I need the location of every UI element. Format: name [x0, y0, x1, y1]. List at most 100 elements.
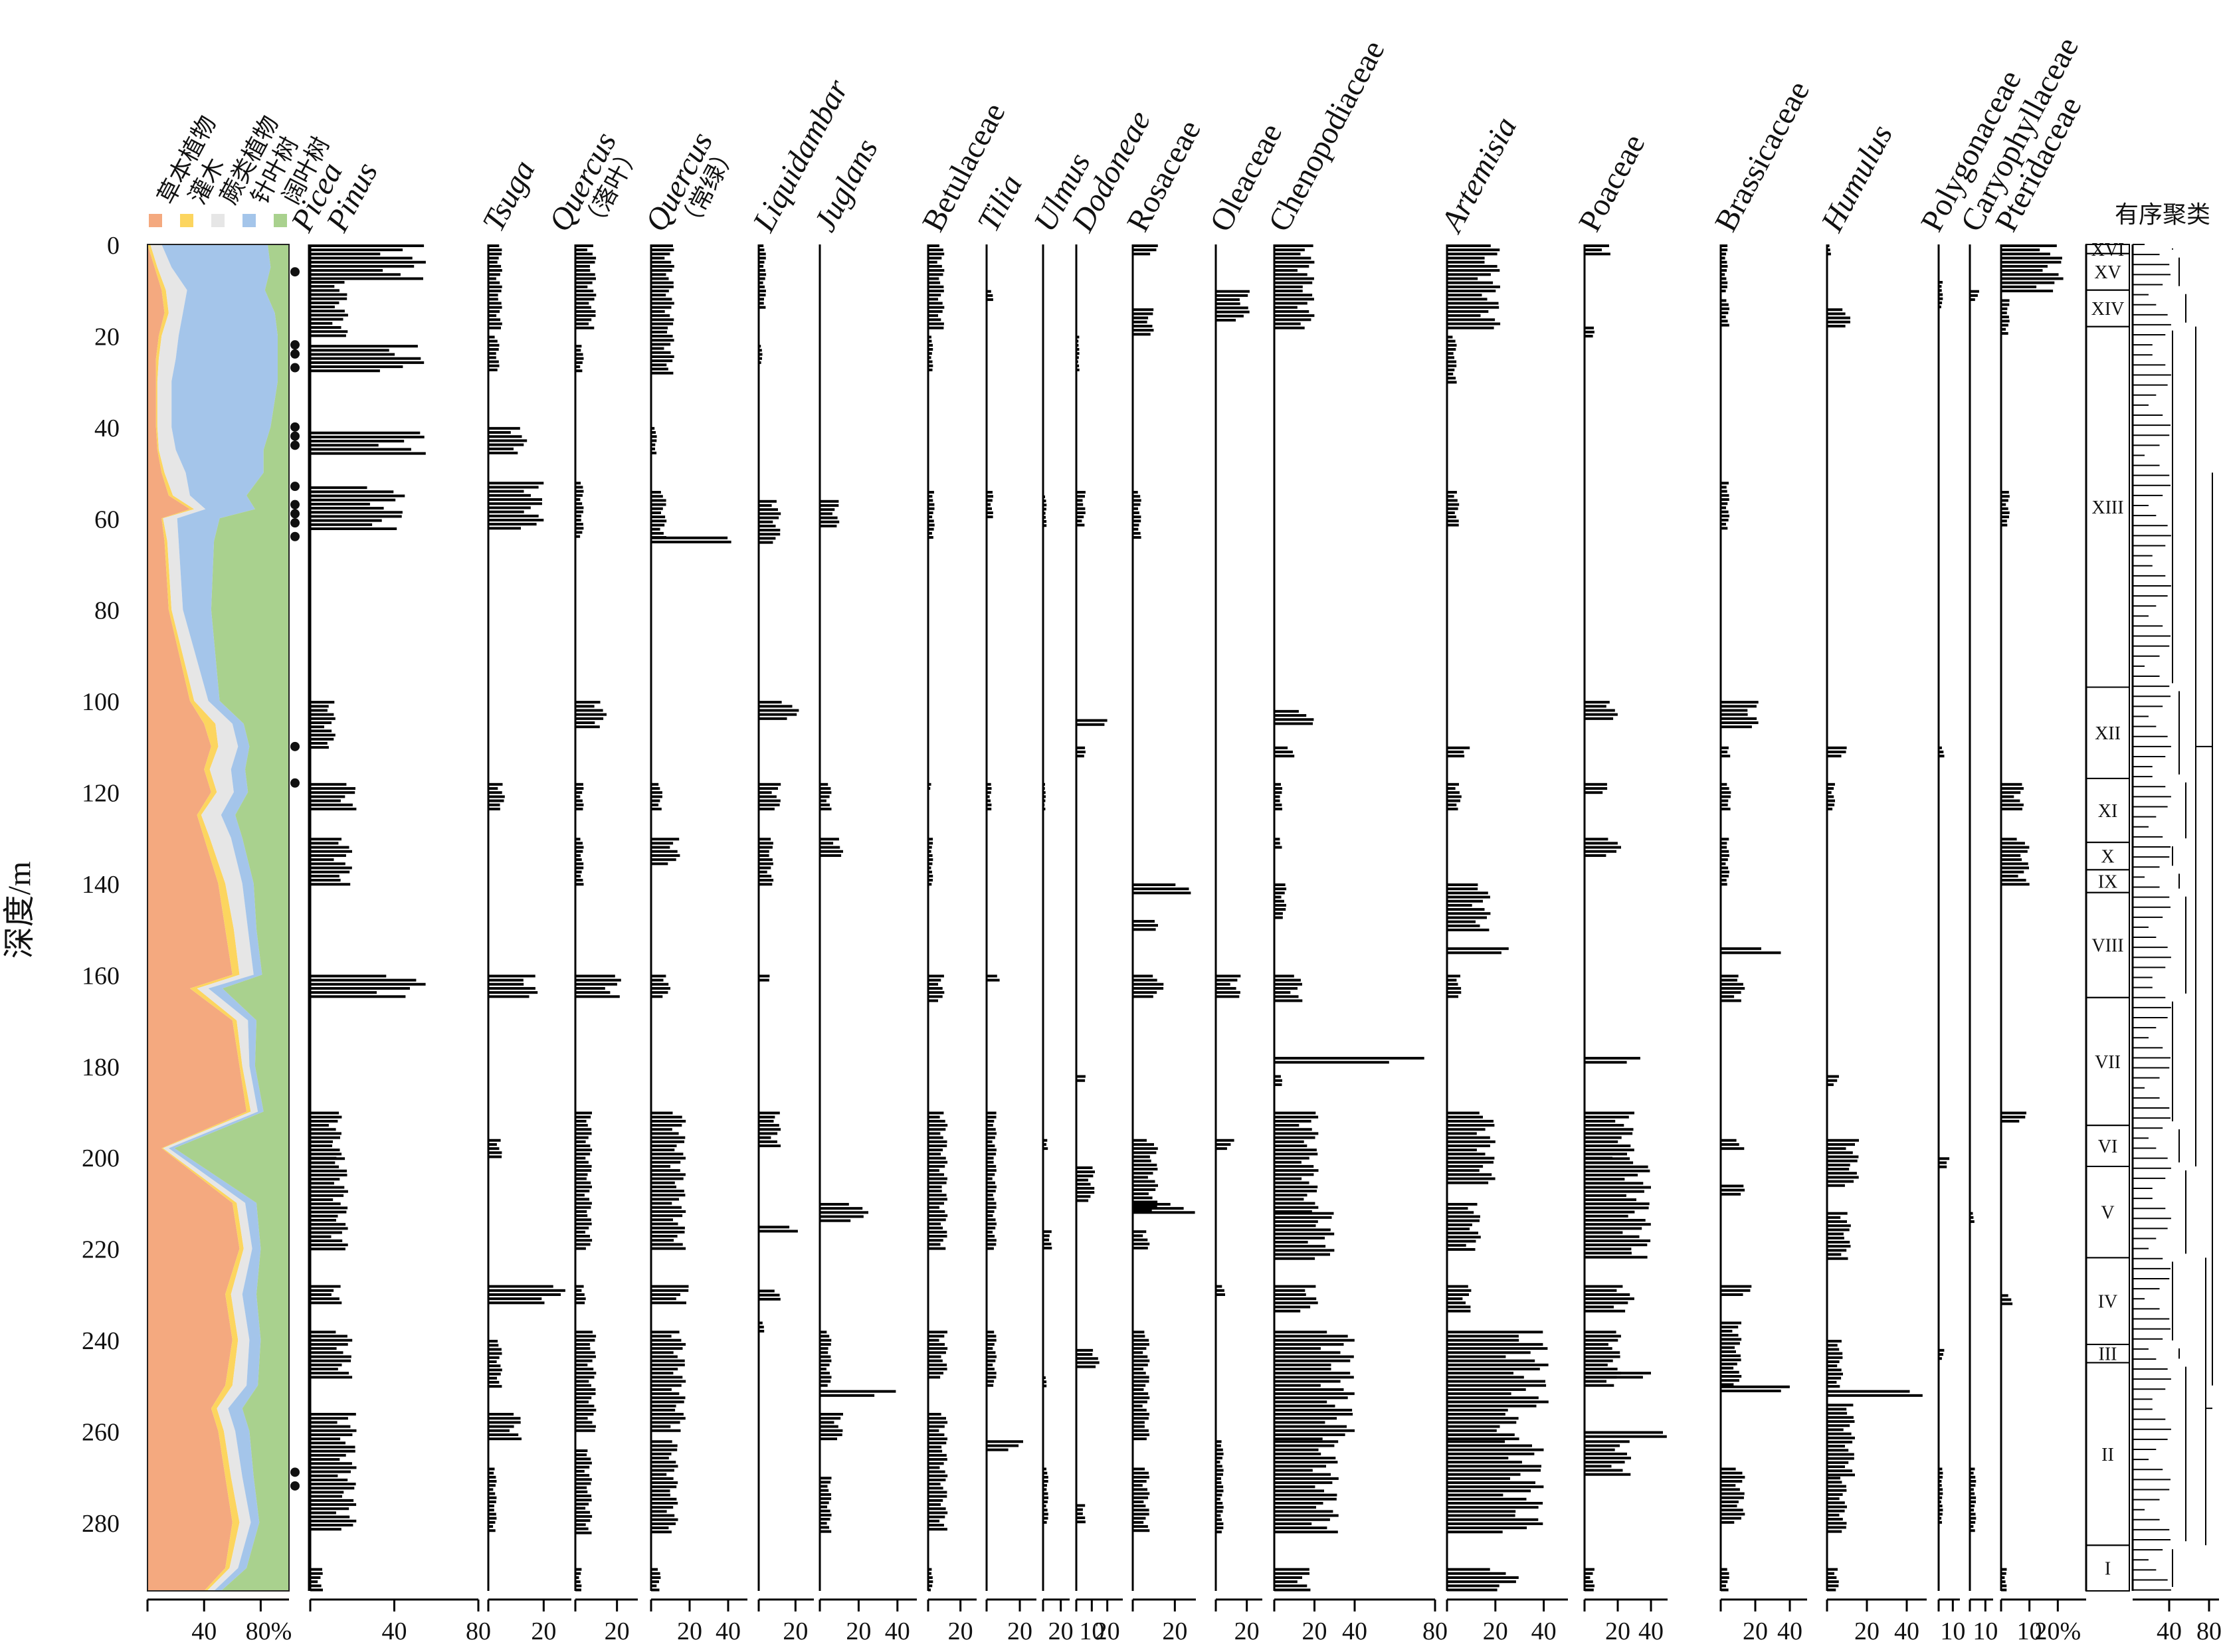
taxon-bar — [820, 854, 842, 857]
taxon-bar — [759, 870, 767, 873]
taxon-bar — [987, 1372, 997, 1375]
taxon-bar — [1274, 273, 1307, 276]
taxon-bar — [2001, 269, 2043, 272]
taxon-bar — [651, 1289, 689, 1292]
taxon-bar — [1274, 1297, 1317, 1301]
taxon-bar — [1585, 1452, 1627, 1455]
taxon-bar — [1827, 1505, 1847, 1509]
taxon-bar — [1076, 1357, 1098, 1360]
taxon-bar — [759, 791, 772, 794]
taxon-bar — [1585, 1285, 1623, 1288]
taxon-bar — [310, 1474, 338, 1477]
taxon-bar — [310, 879, 341, 882]
taxon-bar — [651, 1210, 686, 1213]
taxon-bar — [488, 502, 542, 505]
taxon-bar — [1939, 1467, 1943, 1471]
taxon-bar — [1043, 511, 1046, 515]
taxon-bar — [1133, 1155, 1150, 1158]
taxon-bar — [987, 495, 993, 498]
taxon-bar — [1585, 1243, 1648, 1247]
taxon-bar — [2001, 883, 2030, 886]
taxon-bar — [310, 1466, 357, 1469]
taxon-bar — [575, 1400, 589, 1404]
taxon-bar — [651, 1506, 674, 1509]
taxon-bar — [820, 1355, 831, 1358]
taxon-bar — [651, 1190, 684, 1193]
taxon-bar — [1939, 1484, 1942, 1487]
taxon-bar — [1721, 982, 1743, 986]
taxon-bar — [310, 1173, 347, 1176]
taxon-bar — [651, 1421, 680, 1424]
taxon-bar — [651, 1461, 676, 1464]
taxon-bar — [928, 1519, 939, 1522]
taxon-bar — [987, 1202, 997, 1205]
taxon-bar — [488, 302, 502, 305]
taxon-bar — [820, 1481, 831, 1484]
taxon-bar — [488, 982, 524, 986]
taxon-bar — [1133, 252, 1151, 256]
taxon-bar — [820, 795, 830, 798]
taxon-bar — [488, 1500, 496, 1503]
taxon-bar — [1721, 1188, 1745, 1192]
taxon-bar — [1076, 499, 1083, 502]
taxon-bar — [1076, 356, 1079, 359]
taxon-bar — [651, 1408, 676, 1412]
taxon-bar — [1447, 302, 1499, 305]
taxon-bar — [575, 494, 583, 497]
taxon-bar — [759, 244, 764, 247]
taxon-bar — [1827, 1139, 1859, 1142]
taxon-bar — [575, 995, 620, 998]
taxon-bar — [651, 1144, 677, 1147]
taxon-bar — [651, 499, 666, 502]
taxon-bar — [575, 322, 589, 325]
taxon-bar — [488, 1385, 502, 1388]
taxon-bar — [1447, 507, 1458, 510]
taxon-bar — [1970, 1529, 1975, 1532]
taxon-bar — [488, 1520, 496, 1524]
taxon-bar — [987, 1190, 996, 1193]
taxon-bar — [928, 269, 945, 272]
taxon-bar — [310, 1157, 345, 1160]
taxon-bar — [987, 1448, 1009, 1451]
taxon-bar — [759, 842, 773, 845]
taxon-bar — [987, 807, 992, 810]
taxon-bar — [488, 1340, 498, 1343]
taxon-bar — [987, 1331, 995, 1334]
taxon-bar — [1721, 518, 1729, 521]
sample-dot — [290, 1467, 300, 1477]
taxon-bar — [310, 978, 417, 982]
taxon-bar — [575, 506, 584, 509]
taxon-bar — [310, 1487, 355, 1490]
taxon-bar — [1970, 1212, 1973, 1215]
taxon-bar — [651, 1235, 678, 1238]
taxon-bar — [488, 1433, 519, 1436]
summary-panel: 40 80% — [146, 244, 292, 1645]
taxon-bar — [1447, 1400, 1549, 1404]
taxon-bar — [1721, 746, 1729, 749]
taxon-bar — [488, 1285, 553, 1288]
taxon-bar — [310, 486, 367, 490]
taxon-bar — [759, 854, 769, 857]
taxon-bar — [1827, 1151, 1853, 1154]
taxon-bar — [310, 1437, 341, 1441]
taxon-bar — [2001, 495, 2010, 498]
taxon-bar — [1721, 874, 1729, 877]
taxon-bar — [1274, 1433, 1345, 1436]
taxon-bar — [1216, 1526, 1224, 1530]
taxon-bar — [1970, 1509, 1975, 1512]
taxon-bar — [1721, 854, 1729, 857]
taxon-bar — [1721, 725, 1752, 729]
taxon-bar — [651, 1359, 685, 1362]
taxon-bar — [1447, 519, 1459, 523]
taxon-bar — [1970, 298, 1975, 302]
taxon-bar — [651, 298, 672, 301]
taxon-bar — [575, 874, 581, 877]
taxon-bar — [310, 974, 387, 978]
taxon-bar — [488, 1352, 502, 1355]
taxon-bar — [575, 1499, 592, 1502]
taxon-bar — [1447, 908, 1485, 911]
taxon-bar — [928, 1202, 944, 1205]
taxon-bar — [575, 527, 584, 530]
taxon-bar — [1447, 1309, 1471, 1313]
